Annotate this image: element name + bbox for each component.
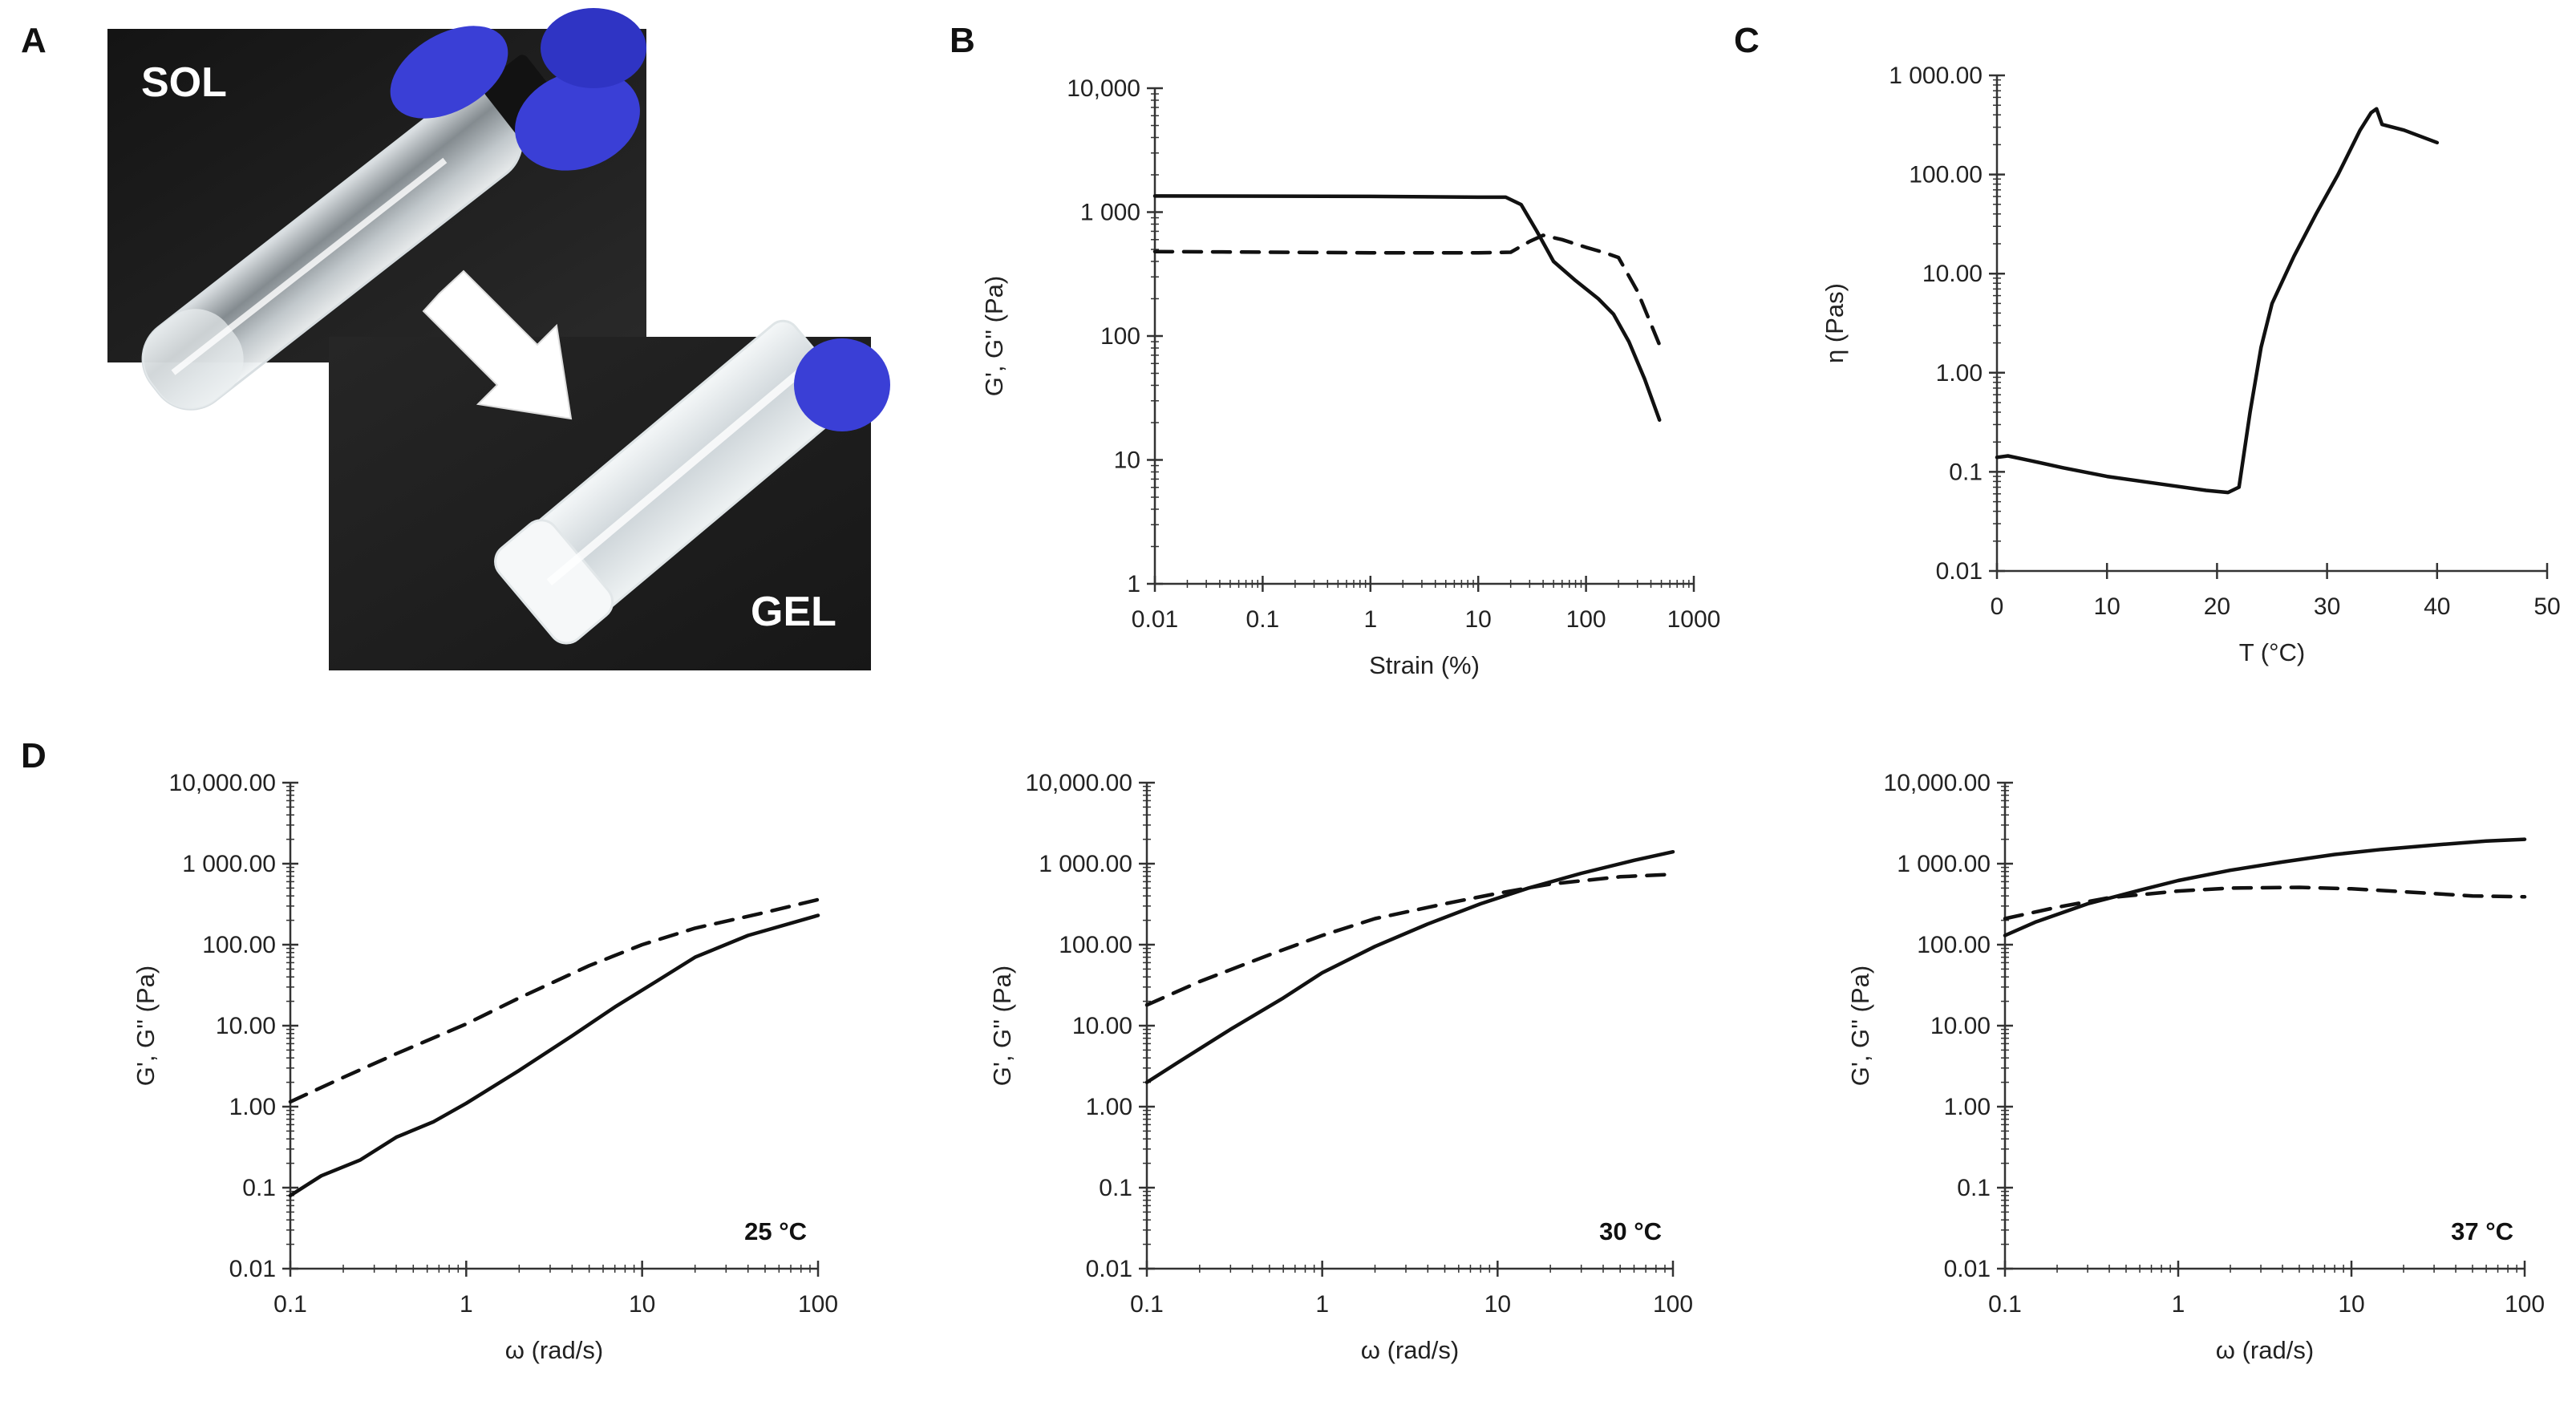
series-line-solid xyxy=(1144,849,1675,1084)
x-tick-label: 10 xyxy=(2338,1291,2364,1318)
x-tick-label: 0.1 xyxy=(1246,606,1280,633)
y-tick-label: 10.00 xyxy=(1930,1013,1991,1039)
y-tick-label: 0.1 xyxy=(1957,1175,1991,1201)
chart-d-frequency-25c: 0.01 0.1 1.00 10.00 100.00 1 000.00 10,000.00 0… xyxy=(132,770,838,1364)
temperature-label: 30 °C xyxy=(1599,1217,1662,1245)
y-tick-label: 10.00 xyxy=(216,1013,276,1039)
chart-d-frequency-37c: 0.01 0.1 1.00 10.00 100.00 1 000.00 10,000.00 0… xyxy=(1846,770,2545,1364)
series-line-solid xyxy=(2003,837,2527,937)
x-tick-label: 0.1 xyxy=(1988,1291,2022,1318)
panel-letter-d: D xyxy=(21,736,47,775)
x-tick-label: 100 xyxy=(2505,1291,2545,1318)
y-tick-label: 1 000.00 xyxy=(1897,851,1991,877)
y-tick-label: 0.01 xyxy=(1944,1256,1991,1282)
y-tick-label: 0.1 xyxy=(242,1175,276,1201)
x-tick-label: 0.01 xyxy=(1132,606,1178,633)
x-tick-label: 10 xyxy=(2094,593,2120,620)
x-axis-title: ω (rad/s) xyxy=(505,1336,603,1364)
chart-d-frequency-30c: 0.01 0.1 1.00 10.00 100.00 1 000.00 10,000.00 0… xyxy=(988,770,1693,1364)
sol-label: SOL xyxy=(141,59,227,106)
x-tick-label: 100 xyxy=(798,1291,838,1318)
x-tick-label: 10 xyxy=(1465,606,1492,633)
series-line-dashed xyxy=(288,897,820,1104)
x-tick-label: 1 xyxy=(1363,606,1377,633)
x-tick-label: 50 xyxy=(2533,593,2560,620)
x-axis-title: T (°C) xyxy=(2239,638,2305,666)
y-tick-label: 0.01 xyxy=(1086,1256,1132,1282)
y-tick-label: 1.00 xyxy=(1086,1094,1132,1120)
y-tick-label: 100.00 xyxy=(202,932,276,958)
y-tick-label: 0.01 xyxy=(1936,558,1983,585)
y-tick-label: 100.00 xyxy=(1909,162,1983,188)
x-tick-label: 30 xyxy=(2314,593,2340,620)
series-line-solid xyxy=(288,913,820,1198)
y-tick-label: 10,000.00 xyxy=(1884,770,1991,796)
x-tick-label: 10 xyxy=(1484,1291,1511,1318)
temperature-label: 37 °C xyxy=(2451,1217,2513,1245)
y-tick-label: 100.00 xyxy=(1059,932,1132,958)
y-tick-label: 100 xyxy=(1100,323,1140,350)
y-axis-title: G', G'' (Pa) xyxy=(988,966,1016,1086)
arrow-icon xyxy=(422,269,573,420)
gel-label: GEL xyxy=(751,589,836,635)
y-tick-label: 1.00 xyxy=(1944,1094,1991,1120)
panel-letter-b: B xyxy=(950,21,975,60)
y-tick-label: 10.00 xyxy=(1072,1013,1132,1039)
series-line-dashed xyxy=(1152,233,1662,347)
x-axis-title: ω (rad/s) xyxy=(2216,1336,2314,1364)
x-tick-label: 10 xyxy=(629,1291,655,1318)
x-tick-label: 0.1 xyxy=(273,1291,307,1318)
series-line-solid xyxy=(1995,107,2440,495)
panel-letter-c: C xyxy=(1734,21,1760,60)
x-tick-label: 100 xyxy=(1653,1291,1693,1318)
y-tick-label: 10,000.00 xyxy=(1026,770,1132,796)
chart-b-strain-sweep: 1 10 100 1 000 10,000 0.01 0.1 1 10 100 1000 Strain… xyxy=(980,75,1720,679)
y-axis-title: η (Pas) xyxy=(1821,283,1849,363)
y-tick-label: 0.01 xyxy=(229,1256,276,1282)
x-axis-title: ω (rad/s) xyxy=(1361,1336,1459,1364)
series-line-solid xyxy=(1152,194,1662,422)
y-tick-label: 1 000.00 xyxy=(1889,63,1983,89)
x-tick-label: 0 xyxy=(1991,593,2004,620)
y-tick-label: 10,000 xyxy=(1067,75,1140,102)
photo-gel: GEL xyxy=(329,319,890,670)
series-line-dashed xyxy=(2003,885,2527,921)
y-tick-label: 1 000.00 xyxy=(1039,851,1132,877)
photo-sol: SOL xyxy=(107,8,646,411)
y-axis-title: G', G'' (Pa) xyxy=(980,276,1008,396)
y-tick-label: 10.00 xyxy=(1922,261,1983,287)
x-tick-label: 20 xyxy=(2204,593,2230,620)
x-axis-title: Strain (%) xyxy=(1369,651,1480,679)
y-axis-title: G', G'' (Pa) xyxy=(1846,966,1874,1086)
y-tick-label: 0.1 xyxy=(1949,459,1983,485)
y-tick-label: 10 xyxy=(1114,447,1140,474)
x-tick-label: 1000 xyxy=(1667,606,1721,633)
y-tick-label: 1.00 xyxy=(229,1094,276,1120)
temperature-label: 25 °C xyxy=(744,1217,807,1245)
x-tick-label: 1 xyxy=(460,1291,473,1318)
y-tick-label: 1 000 xyxy=(1080,200,1140,226)
y-tick-label: 0.1 xyxy=(1099,1175,1132,1201)
x-tick-label: 1 xyxy=(2172,1291,2185,1318)
y-tick-label: 1.00 xyxy=(1936,360,1983,387)
y-tick-label: 10,000.00 xyxy=(169,770,276,796)
x-tick-label: 100 xyxy=(1566,606,1606,633)
series-line-dashed xyxy=(1144,872,1675,1007)
x-tick-label: 1 xyxy=(1315,1291,1329,1318)
y-axis-title: G', G'' (Pa) xyxy=(132,966,160,1086)
panel-letter-a: A xyxy=(21,21,47,60)
y-tick-label: 100.00 xyxy=(1917,932,1991,958)
x-tick-label: 0.1 xyxy=(1130,1291,1164,1318)
y-tick-label: 1 xyxy=(1127,571,1140,597)
y-tick-label: 1 000.00 xyxy=(182,851,276,877)
x-tick-label: 40 xyxy=(2424,593,2450,620)
chart-c-viscosity-temperature: 0.01 0.1 1.00 10.00 100.00 1 000.00 0 10 20 30 40 5… xyxy=(1821,63,2561,666)
